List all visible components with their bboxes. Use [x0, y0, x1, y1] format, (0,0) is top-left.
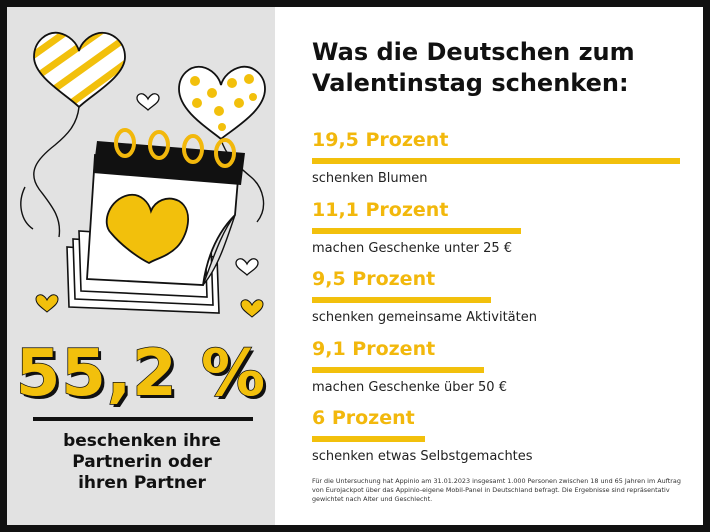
headline-percent: 55,2 %: [15, 336, 267, 412]
caption-line: ihren Partner: [78, 473, 206, 493]
category-label: schenken gemeinsame Aktivitäten: [312, 310, 537, 325]
title-line: Was die Deutschen zum: [312, 38, 635, 66]
bar: [312, 436, 425, 442]
category-label: machen Geschenke unter 25 €: [312, 240, 513, 256]
small-heart-icon: [240, 299, 264, 318]
category-label: machen Geschenke über 50 €: [312, 379, 507, 395]
footnote: Für die Untersuchung hat Appinio am 31.0…: [312, 477, 681, 503]
bar: [312, 297, 491, 303]
bar-value-label: 9,1 Prozent: [312, 337, 436, 360]
bar-value-label: 19,5 Prozent: [312, 129, 449, 151]
headline-caption: beschenken ihre Partnerin oder ihren Par…: [27, 431, 257, 494]
divider: [33, 417, 253, 421]
small-heart-icon: [35, 294, 59, 313]
caption-line: Partnerin oder: [72, 452, 212, 472]
bar: [312, 158, 680, 164]
bar-chart: 19,5 Prozent schenken Blumen 11,1 Prozent m…: [312, 7, 692, 525]
chart-title: Was die Deutschen zum Valentinstag schen…: [312, 37, 692, 99]
bar-value-label: 11,1 Prozent: [312, 198, 449, 221]
category-label: schenken Blumen: [312, 171, 428, 186]
category-label: schenken etwas Selbstgemachtes: [312, 449, 533, 464]
bar: [312, 227, 521, 234]
valentine-illustration: [20, 31, 266, 318]
small-heart-icon: [235, 258, 259, 276]
balloon-string: [33, 106, 80, 238]
balloon-string: [20, 186, 34, 230]
striped-heart-balloon-icon: [33, 31, 126, 109]
bar-value-label: 9,5 Prozent: [312, 268, 436, 290]
bar: [312, 366, 484, 373]
calendar-heart-icon: [66, 128, 245, 314]
bar-value-label: 6 Prozent: [312, 407, 415, 429]
caption-line: beschenken ihre: [63, 431, 221, 451]
right-panel: Was die Deutschen zum Valentinstag schen…: [275, 7, 703, 525]
left-panel: 55,2 % beschenken ihre Partnerin oder ih…: [7, 7, 275, 525]
polka-dot-heart-balloon-icon: [178, 65, 266, 141]
small-heart-icon: [136, 93, 160, 111]
title-line: Valentinstag schenken:: [312, 69, 629, 97]
